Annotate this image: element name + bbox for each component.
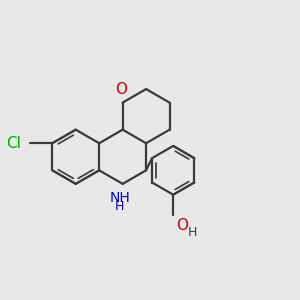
Text: Cl: Cl (6, 136, 21, 151)
Text: H: H (188, 226, 197, 238)
Text: O: O (176, 218, 188, 233)
Text: NH: NH (109, 191, 130, 205)
Text: O: O (115, 82, 127, 97)
Text: H: H (115, 200, 124, 213)
